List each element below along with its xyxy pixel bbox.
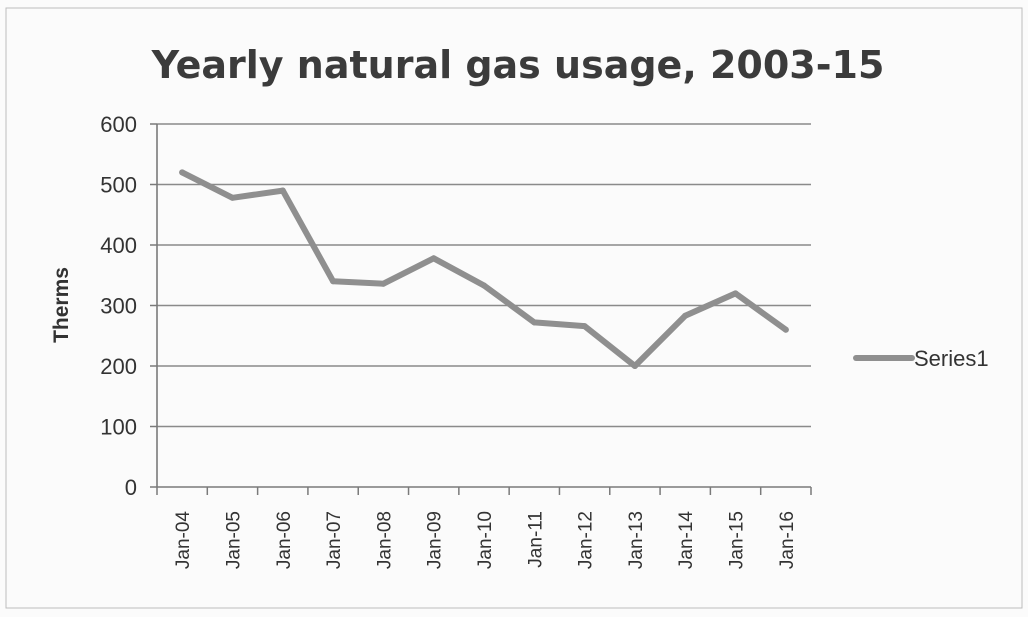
- page-border: [5, 7, 1023, 609]
- y-tick-label: 400: [100, 233, 137, 258]
- data-point: [229, 194, 236, 201]
- x-tick-label: Jan-14: [676, 511, 697, 570]
- x-tick-label: Jan-15: [727, 511, 748, 569]
- x-tick-label: Jan-09: [425, 511, 446, 569]
- x-tick-labels: Jan-04 Jan-05 Jan-06 Jan-07 Jan-08 Jan-09 Jan-…: [173, 511, 798, 570]
- x-tick-label: Jan-07: [324, 511, 345, 569]
- x-tick-label: Jan-12: [576, 511, 597, 569]
- y-tick-label: 300: [100, 294, 137, 319]
- data-point: [179, 169, 186, 176]
- legend: Series1: [853, 346, 989, 371]
- x-tick-label: Jan-11: [525, 511, 546, 568]
- x-tick-label: Jan-05: [223, 511, 244, 569]
- data-point: [279, 187, 286, 194]
- x-tick-label: Jan-10: [475, 511, 496, 569]
- data-point: [330, 278, 337, 285]
- legend-entry-series1: Series1: [914, 346, 989, 371]
- x-tick-label: Jan-04: [173, 511, 194, 570]
- x-tick-label: Jan-13: [626, 511, 647, 569]
- data-point: [581, 323, 588, 330]
- axes: [150, 123, 812, 495]
- data-point: [682, 312, 689, 319]
- y-tick-label: 100: [100, 415, 137, 440]
- data-point: [782, 326, 789, 333]
- data-point: [430, 255, 437, 262]
- data-point: [631, 363, 638, 369]
- y-tick-label: 500: [100, 173, 137, 198]
- chart-title: Yearly natural gas usage, 2003-15: [151, 43, 885, 87]
- y-tick-label: 0: [125, 475, 137, 500]
- data-point: [732, 290, 739, 297]
- x-tick-label: Jan-16: [777, 511, 798, 569]
- y-tick-label: 600: [100, 112, 137, 137]
- x-tick-label: Jan-06: [274, 511, 295, 569]
- data-series: [179, 169, 789, 369]
- x-tick-label: Jan-08: [374, 511, 395, 569]
- data-point: [531, 319, 538, 326]
- y-tick-label: 200: [100, 354, 137, 379]
- y-axis-label: Therms: [50, 267, 73, 343]
- data-point: [380, 280, 387, 287]
- y-tick-labels: 0 100 200 300 400 500 600: [100, 112, 137, 500]
- data-point: [481, 282, 487, 289]
- grid-lines: [157, 123, 811, 428]
- series-line-series1: [179, 169, 789, 369]
